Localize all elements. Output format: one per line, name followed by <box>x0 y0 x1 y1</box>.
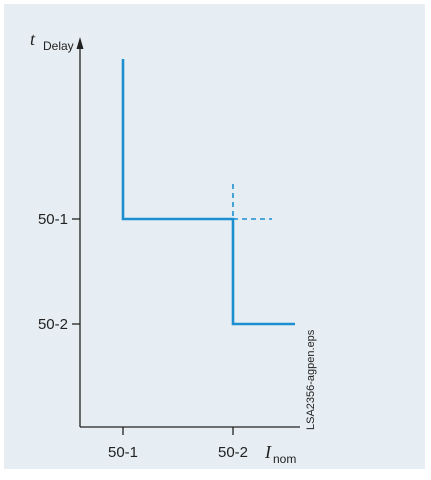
y-tick-label-1: 50-1 <box>38 211 68 228</box>
y-axis-arrowhead <box>76 37 84 49</box>
file-name-label: LSA2356-agpen.eps <box>305 329 317 430</box>
x-axis-symbol: I <box>264 442 272 462</box>
diagram-background <box>4 4 425 469</box>
x-axis-subscript: nom <box>273 452 296 466</box>
x-tick-label-2: 50-2 <box>218 444 248 461</box>
y-tick-label-2: 50-2 <box>38 316 68 333</box>
y-axis-symbol: t <box>30 29 36 49</box>
y-axis-subscript: Delay <box>43 39 74 53</box>
x-tick-label-1: 50-1 <box>108 444 138 461</box>
